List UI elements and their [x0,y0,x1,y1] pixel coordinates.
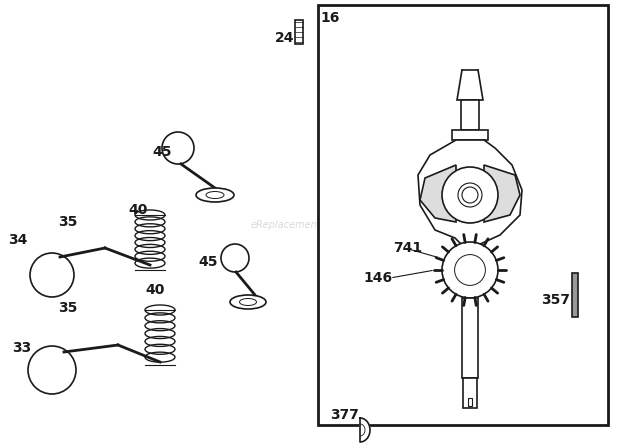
Circle shape [28,346,76,394]
Bar [463,378,477,408]
Polygon shape [457,70,483,100]
Text: 377: 377 [330,408,360,422]
Ellipse shape [239,298,257,306]
Circle shape [462,187,478,203]
Bar [318,5,608,425]
Circle shape [458,183,482,207]
Circle shape [221,244,249,272]
Text: 40: 40 [128,203,148,217]
Polygon shape [420,165,456,222]
Circle shape [162,132,194,164]
Ellipse shape [196,188,234,202]
Circle shape [454,255,485,285]
Bar [468,398,472,406]
Text: 146: 146 [363,271,392,285]
Polygon shape [418,140,522,245]
Text: 40: 40 [145,283,165,297]
Bar [460,245,480,260]
Text: 35: 35 [58,215,78,229]
Text: 35: 35 [58,301,78,315]
Ellipse shape [230,295,266,309]
Text: 357: 357 [541,293,570,307]
Circle shape [30,253,74,297]
Text: 45: 45 [198,255,218,269]
Circle shape [442,167,498,223]
Text: 16: 16 [321,11,340,25]
Bar [452,130,488,140]
Text: 741: 741 [394,241,423,255]
Bar [462,298,478,378]
Polygon shape [484,165,520,222]
Text: 45: 45 [153,145,172,159]
Text: 34: 34 [8,233,28,247]
Text: 33: 33 [12,341,32,355]
Ellipse shape [206,191,224,198]
Bar [572,273,578,317]
Circle shape [442,242,498,298]
Text: eReplacementParts.com: eReplacementParts.com [250,220,370,230]
Polygon shape [360,418,370,442]
Text: 24: 24 [275,31,294,45]
Bar [461,100,479,130]
Bar [295,20,303,44]
